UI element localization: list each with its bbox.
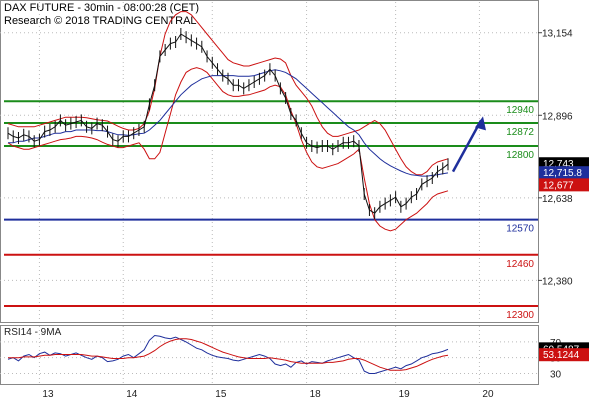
price-tag-box (539, 178, 589, 192)
level-label: 12570 (506, 224, 534, 235)
forecast-arrow-head (475, 116, 486, 131)
rsi-panel-frame (0, 325, 539, 385)
x-tick-label: 20 (482, 389, 494, 400)
rsi-tag-label: 53.1244 (543, 350, 580, 361)
level-label: 12460 (506, 259, 534, 270)
price-tag-label: 12,677 (543, 180, 574, 191)
x-tick-label: 13 (42, 389, 54, 400)
x-tick-label: 14 (126, 389, 138, 400)
x-tick-label: 18 (310, 389, 322, 400)
price-tick-label: 12,380 (542, 276, 573, 287)
price-tick-label: 12,638 (542, 194, 573, 205)
rsi-ma-line (8, 338, 449, 371)
bollinger-lower-line (7, 67, 449, 232)
price-tag-label: 12,715.8 (543, 168, 582, 179)
forecast-arrow (451, 119, 483, 173)
x-tick-label: 15 (215, 389, 227, 400)
x-tick-label: 19 (399, 389, 411, 400)
research-credit: Research © 2018 TRADING CENTRAL (4, 15, 197, 27)
level-label: 12872 (506, 127, 534, 138)
price-tag-label: 12,743 (543, 159, 574, 170)
bollinger-upper-line (7, 11, 449, 176)
level-label: 12300 (506, 310, 534, 321)
level-label: 12940 (506, 105, 534, 116)
chart-title: DAX FUTURE - 30min - 08:00:28 (CET) (4, 2, 199, 14)
rsi-title: RSI14 - 9MA (4, 327, 62, 338)
rsi-tag-box (539, 348, 589, 362)
rsi-tick-label: 30 (550, 370, 562, 381)
rsi-line (7, 334, 449, 374)
level-label: 12800 (506, 150, 534, 161)
price-panel-frame (0, 0, 539, 323)
price-tag-box (539, 166, 589, 180)
price-tick-label: 13,154 (542, 29, 573, 40)
price-tick-label: 12,896 (542, 111, 573, 122)
